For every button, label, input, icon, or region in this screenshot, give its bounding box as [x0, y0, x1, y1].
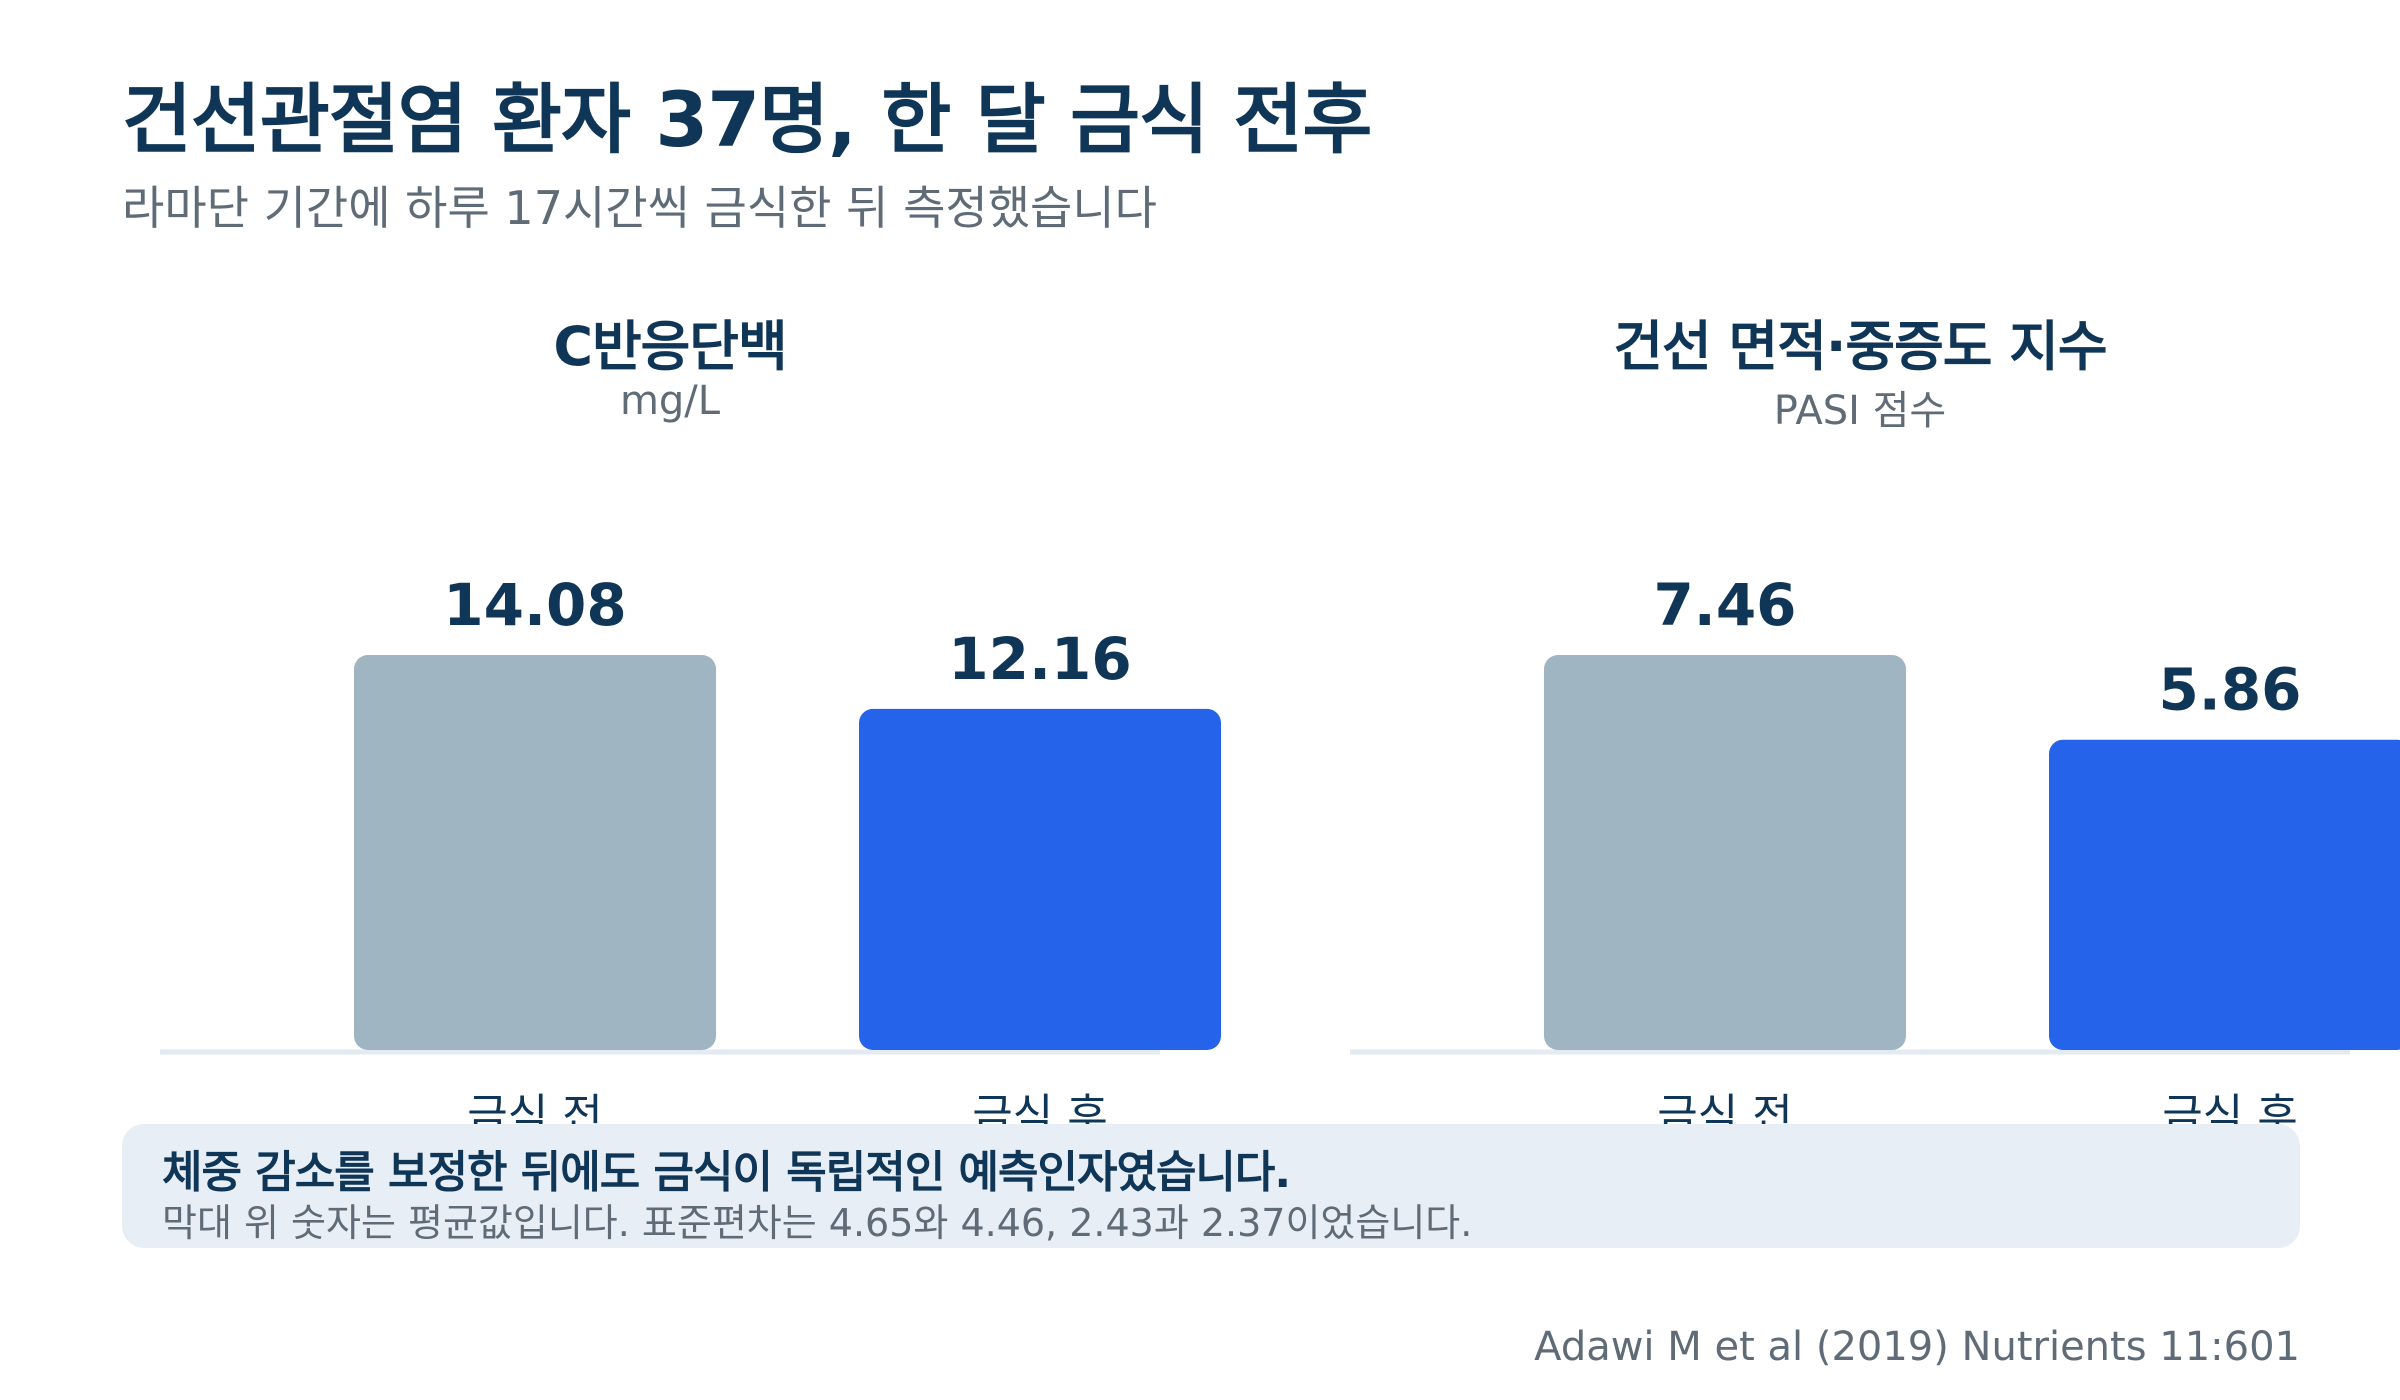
bar-value-label: 14.08 [443, 571, 626, 639]
pasi-panel-unit: PASI 점수 [1773, 388, 1947, 434]
crp-panel: C반응단백 mg/L 14.08 금식 전 12.16 금식 후 [160, 290, 1221, 1141]
bar-value-label: 5.86 [2158, 656, 2301, 724]
crp-panel-title: C반응단백 [553, 315, 787, 378]
bar-value-label: 12.16 [948, 625, 1131, 693]
chart-title: 건선관절염 환자 37명, 한 달 금식 전후 [122, 75, 1372, 164]
bar-before [1544, 655, 1906, 1050]
bar-after [2049, 739, 2400, 1050]
crp-panel-unit: mg/L [619, 378, 721, 424]
bar-before [354, 655, 716, 1050]
bar-value-label: 7.46 [1653, 571, 1796, 639]
chart-subtitle: 라마단 기간에 하루 17시간씩 금식한 뒤 측정했습니다 [122, 181, 1157, 235]
note-box: 체중 감소를 보정한 뒤에도 금식이 독립적인 예측인자였습니다. 막대 위 숫… [122, 1124, 2300, 1248]
note-main-text: 체중 감소를 보정한 뒤에도 금식이 독립적인 예측인자였습니다. [162, 1147, 1291, 1198]
note-sub-text: 막대 위 숫자는 평균값입니다. 표준편차는 4.65와 4.46, 2.43과… [162, 1201, 1473, 1245]
pasi-panel-title: 건선 면적·중증도 지수 [1613, 315, 2107, 378]
source-citation: Adawi M et al (2019) Nutrients 11:601 [1534, 1324, 2300, 1370]
pasi-panel: 건선 면적·중증도 지수 PASI 점수 7.46 금식 전 5.86 금식 후 [1350, 290, 2400, 1141]
bar-after [859, 708, 1221, 1050]
